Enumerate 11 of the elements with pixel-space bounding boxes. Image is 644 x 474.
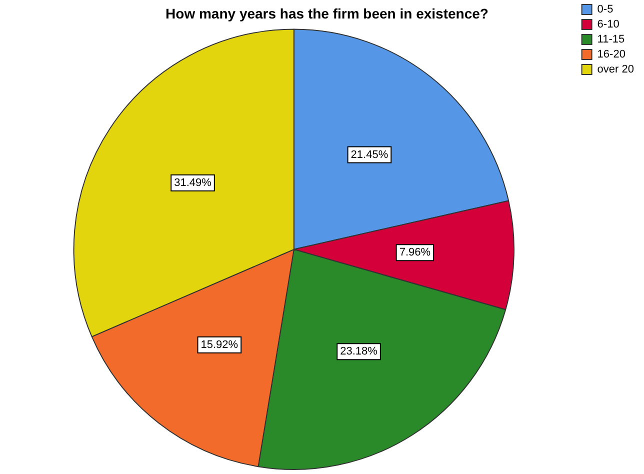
legend-label: 16-20 [597,48,626,61]
data-label: 15.92% [200,338,238,351]
legend-label: 6-10 [597,18,620,31]
chart-title: How many years has the firm been in existence? [166,5,488,22]
legend-label: 11-15 [597,34,625,46]
legend-label: over 20 [597,64,634,76]
data-label: 21.45% [350,148,388,161]
data-label: 31.49% [174,176,212,189]
data-label: 23.18% [340,346,378,358]
legend-label: 0-5 [597,4,614,16]
data-label: 7.96% [399,246,431,259]
